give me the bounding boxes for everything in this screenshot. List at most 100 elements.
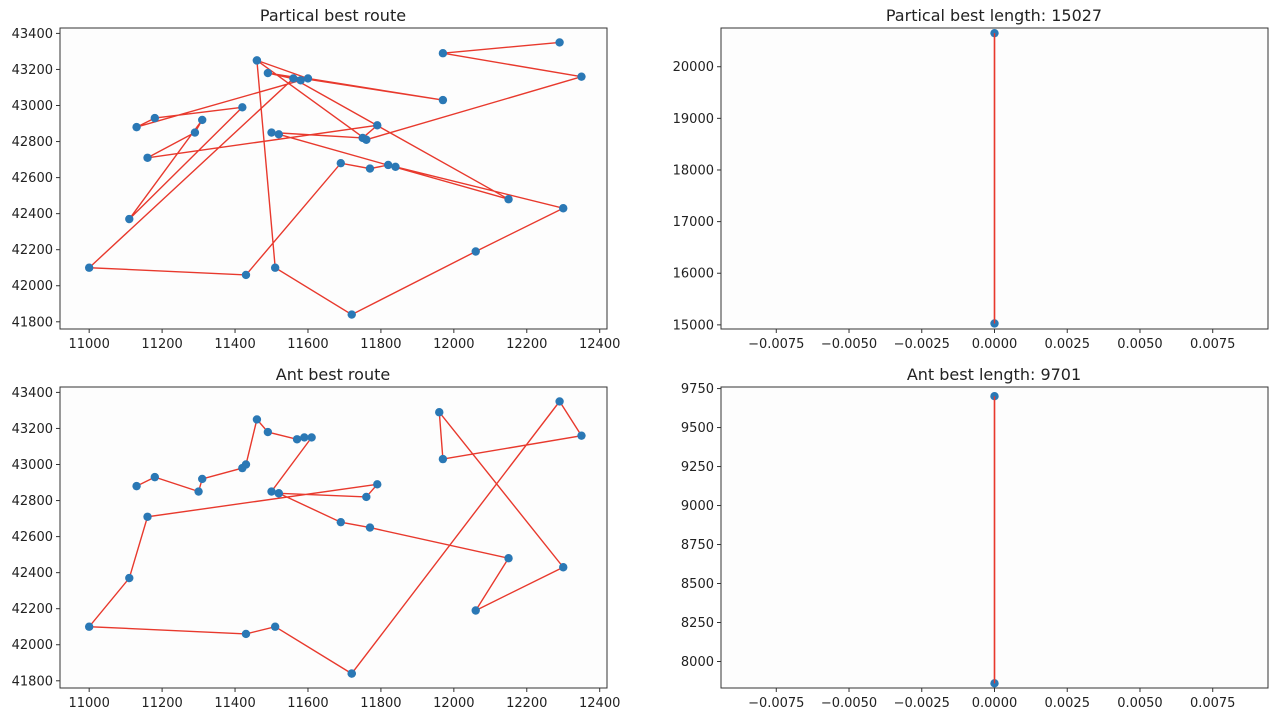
data-point [274,489,283,498]
y-tick-label: 42800 [12,494,53,509]
y-tick-label: 43000 [12,99,53,114]
axis-ticks: −0.0075 −0.0050 −0.0025 0.0000 0.0025 0.0050 0… [673,60,1236,352]
data-point [471,247,480,256]
x-tick-label: 0.0000 [972,337,1018,352]
data-point [438,95,448,105]
x-tick-label: 0.0075 [1190,696,1236,711]
city-points [84,397,586,678]
ant-best-route-chart: Ant best route 11000 11200 11400 11600 11800… [12,365,621,711]
chart-title: Ant best route [276,365,390,384]
data-point [296,76,305,85]
data-point [267,128,276,137]
x-tick-label: 12000 [433,337,474,352]
y-tick-label: 42000 [12,279,53,294]
plot-area [59,27,608,330]
data-point [358,133,367,143]
y-tick-label: 15000 [673,318,714,333]
y-tick-label: 42800 [12,135,53,150]
data-point [274,130,283,139]
data-point [84,263,94,272]
data-point [263,427,273,437]
x-tick-label: −0.0025 [894,337,950,352]
x-tick-label: 0.0050 [1117,696,1163,711]
data-point [435,408,444,417]
data-point [198,474,207,484]
y-tick-label: 8250 [681,616,714,631]
data-point [132,481,141,491]
y-tick-label: 42400 [12,207,53,222]
data-point [198,115,207,125]
data-point [241,460,251,469]
y-tick-label: 18000 [673,163,714,178]
x-tick-label: 0.0025 [1044,696,1090,711]
y-tick-label: 19000 [673,112,714,127]
chart-title: Partical best route [260,6,406,25]
x-tick-label: 12200 [506,696,547,711]
x-tick-label: 11200 [141,696,182,711]
y-tick-label: 42200 [12,243,53,258]
data-point [373,121,382,130]
partical-best-length-chart: Partical best length: 15027 −0.0075 −0.00… [673,6,1269,352]
y-tick-label: 43200 [12,63,53,78]
ant-best-length-chart: Ant best length: 9701 −0.0075 −0.0050 −0.0… [681,365,1269,711]
data-point [143,153,152,162]
x-tick-label: 11000 [68,696,109,711]
plot-area [59,386,608,689]
x-tick-label: −0.0050 [821,337,877,352]
length-points [990,392,999,688]
data-point [373,480,382,489]
data-point [471,606,480,615]
x-tick-label: 0.0050 [1117,337,1163,352]
data-point [125,214,134,224]
x-tick-label: −0.0075 [748,337,804,352]
data-point [555,397,564,406]
y-tick-label: 8750 [681,538,714,553]
x-tick-label: −0.0075 [748,696,804,711]
x-tick-label: −0.0025 [894,696,950,711]
y-tick-label: 43400 [12,386,53,401]
y-tick-label: 42600 [12,530,53,545]
y-tick-label: 17000 [673,215,714,230]
data-point [252,415,262,424]
data-point [300,433,309,442]
x-tick-label: 12400 [579,337,620,352]
y-tick-label: 43200 [12,422,53,437]
data-point [347,669,356,678]
x-tick-label: 11400 [214,337,255,352]
y-tick-label: 42600 [12,171,53,186]
city-points [84,38,586,319]
data-point [150,113,160,123]
x-tick-label: 11200 [141,337,182,352]
data-point [150,472,160,482]
data-point [303,74,313,83]
x-tick-label: 0.0000 [972,696,1018,711]
y-tick-label: 8500 [681,577,714,592]
x-tick-label: 11400 [214,696,255,711]
data-point [577,431,586,440]
x-tick-label: 12200 [506,337,547,352]
chart-title: Ant best length: 9701 [907,365,1081,384]
data-point [125,573,134,583]
x-tick-label: 11800 [360,337,401,352]
data-point [577,72,586,81]
data-point [263,68,273,78]
data-point [307,433,316,442]
data-point [384,160,393,170]
x-tick-label: 0.0075 [1190,337,1236,352]
data-point [365,523,375,532]
axis-ticks: 11000 11200 11400 11600 11800 12000 12200 12400… [12,386,621,711]
data-point [336,158,345,168]
data-point [132,122,141,132]
y-tick-label: 43400 [12,27,53,42]
data-point [438,49,448,58]
y-tick-label: 9250 [681,460,714,475]
y-tick-label: 42200 [12,602,53,617]
length-points [990,28,999,328]
data-point [292,435,302,444]
data-point [190,128,200,137]
chart-title: Partical best length: 15027 [886,6,1102,25]
data-point [194,487,203,496]
data-point [84,622,94,631]
axis-ticks: 11000 11200 11400 11600 11800 12000 12200 12400… [12,27,621,352]
axis-ticks: −0.0075 −0.0050 −0.0025 0.0000 0.0025 0.0050 0… [681,382,1236,711]
